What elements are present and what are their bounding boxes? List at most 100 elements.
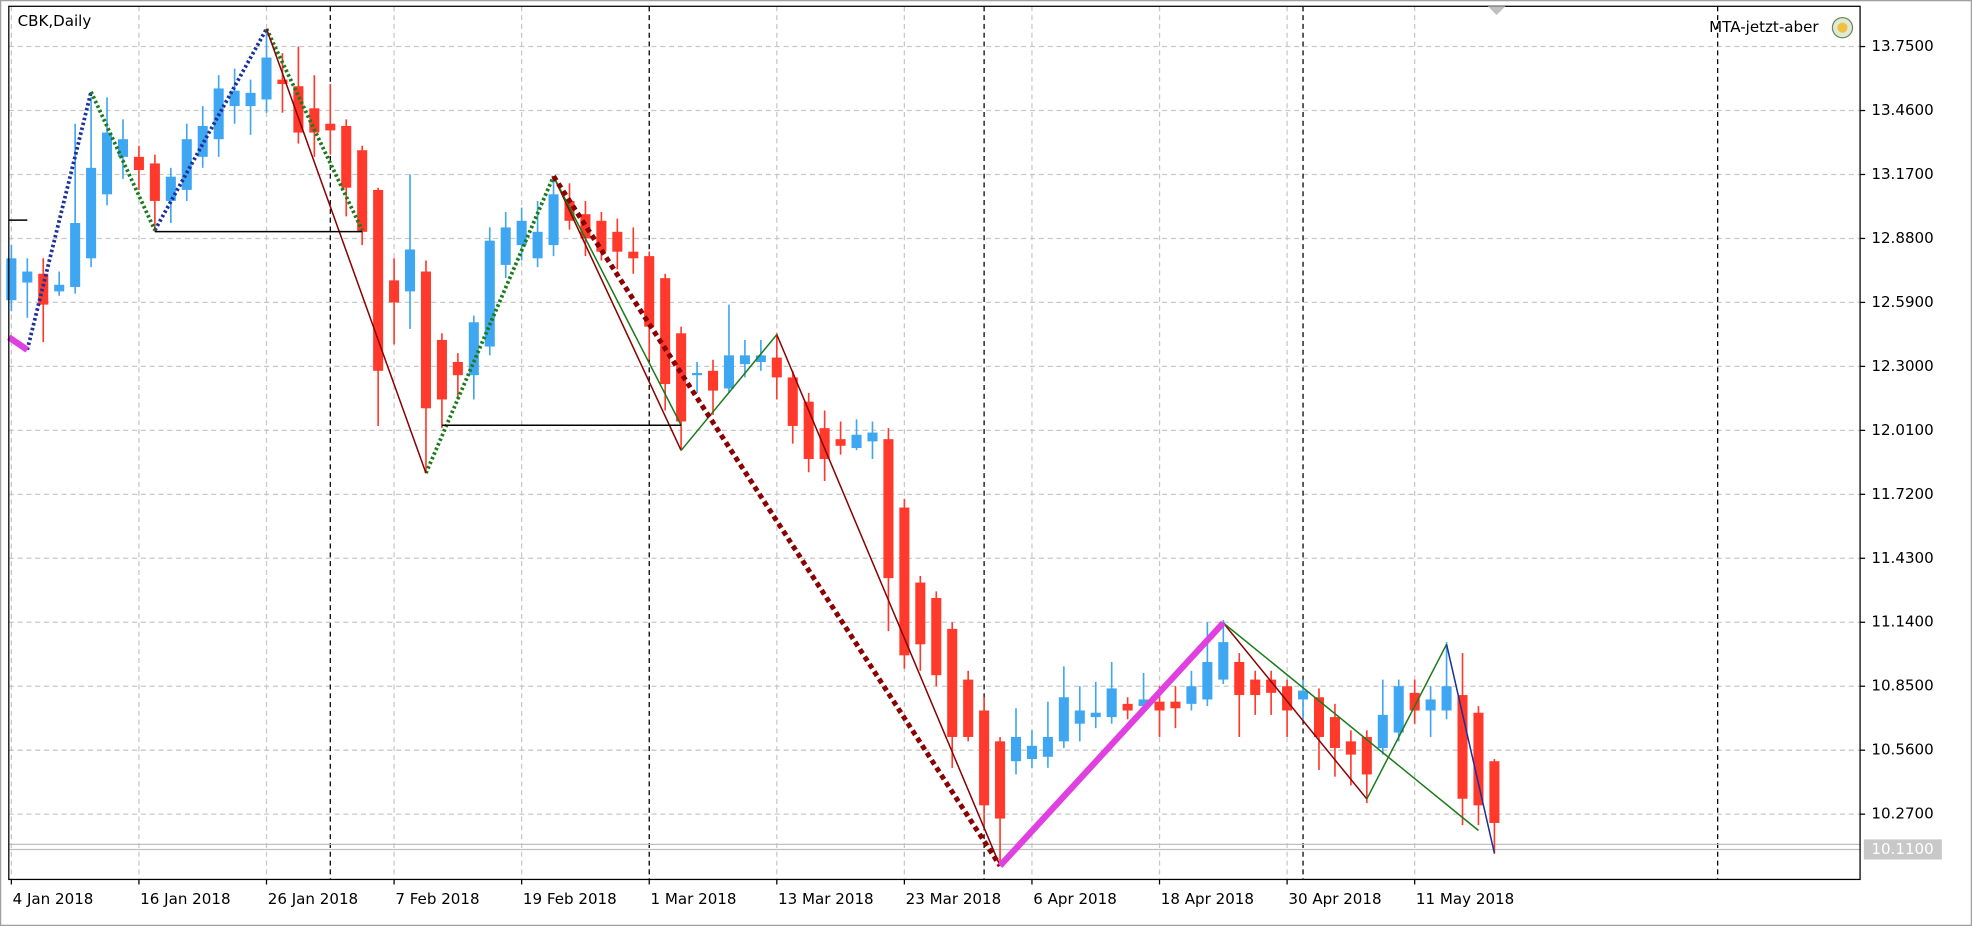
candle-body: [6, 258, 17, 301]
price-label-box: [1863, 839, 1942, 860]
candle-body: [660, 278, 671, 385]
candle-body: [404, 249, 416, 292]
candle-body: [1298, 690, 1309, 700]
candle-body: [1234, 661, 1245, 696]
y-tick-label: 13.7500: [1871, 37, 1933, 55]
candle-body: [1409, 692, 1420, 711]
candle-body: [484, 240, 495, 347]
candle-body: [54, 284, 65, 292]
candle-body: [1218, 642, 1229, 680]
y-tick-label: 11.4300: [1871, 549, 1933, 567]
candle-body: [117, 139, 129, 157]
candle-body: [1010, 736, 1022, 762]
marks: [6, 27, 1500, 868]
candle-body: [548, 194, 559, 246]
candle-body: [915, 582, 926, 645]
x-tick-label: 1 Mar 2018: [650, 890, 736, 908]
candle-body: [1058, 697, 1069, 742]
candle-body: [819, 428, 830, 460]
candle-body: [883, 439, 894, 579]
y-tick-label: 11.1400: [1871, 613, 1933, 631]
candle-body: [181, 139, 192, 190]
overlay-line: [7, 334, 30, 353]
candle-body: [612, 231, 623, 252]
y-tick-label: 10.8500: [1871, 677, 1933, 695]
overlay-line: [1445, 644, 1496, 854]
candle-body: [133, 156, 144, 171]
y-tick-label: 10.5600: [1871, 741, 1933, 759]
candle-body: [229, 90, 240, 107]
candle-body: [1313, 697, 1325, 737]
candle-body: [803, 401, 814, 460]
candle-body: [1329, 717, 1340, 748]
candle-body: [739, 355, 750, 365]
overlay-line: [680, 334, 778, 451]
candle-body: [867, 432, 878, 442]
y-tick-label: 10.2700: [1871, 805, 1933, 823]
candle-body: [851, 434, 862, 448]
candle-body: [596, 220, 607, 252]
candle-body: [261, 57, 272, 100]
price-label: 10.1100: [1871, 840, 1933, 858]
candle-body: [165, 176, 176, 201]
candle-body: [963, 679, 974, 737]
candle-body: [755, 355, 766, 362]
candle-body: [979, 710, 990, 806]
candle-body: [309, 108, 320, 133]
candle-body: [452, 361, 463, 376]
x-tick-label: 4 Jan 2018: [13, 890, 94, 908]
candle-body: [1266, 679, 1277, 693]
overlay-line: [551, 174, 1003, 868]
overlay-line: [1222, 622, 1479, 832]
candle-body: [277, 79, 288, 85]
candle-body: [1457, 695, 1468, 799]
candle-body: [628, 251, 639, 259]
y-tick-label: 12.8800: [1871, 229, 1933, 247]
candle-body: [707, 370, 719, 391]
candle-body: [580, 214, 591, 239]
candle-body: [692, 373, 703, 376]
candle-body: [947, 628, 958, 737]
overlay-line: [776, 334, 1001, 867]
x-tick-label: 19 Feb 2018: [523, 890, 617, 908]
candle-body: [532, 231, 543, 259]
candle-body: [500, 227, 511, 265]
x-tick-label: 18 Apr 2018: [1161, 890, 1254, 908]
overlay-line: [264, 28, 364, 232]
x-tick-label: 13 Mar 2018: [778, 890, 874, 908]
candle-body: [723, 355, 734, 389]
candle-body: [341, 125, 352, 188]
y-tick-label: 11.7200: [1871, 485, 1933, 503]
y-tick-label: 12.3000: [1871, 357, 1933, 375]
plot-frame: [8, 5, 1861, 881]
x-tick-label: 16 Jan 2018: [140, 890, 230, 908]
overlay-line: [997, 620, 1226, 868]
candle-body: [1473, 712, 1484, 806]
overlay-line: [1222, 622, 1368, 800]
candle-body: [995, 741, 1006, 819]
candle-body: [86, 167, 97, 259]
x-tick-label: 30 Apr 2018: [1288, 890, 1381, 908]
candle-body: [389, 280, 400, 303]
candle-body: [325, 123, 336, 131]
candle-body: [1425, 699, 1436, 711]
y-tick-label: 12.0100: [1871, 421, 1933, 439]
candle-body: [1138, 699, 1149, 707]
candle-body: [1202, 661, 1213, 700]
candle-body: [1282, 686, 1293, 711]
candle-body: [293, 86, 304, 133]
indicator-icon: [1831, 16, 1854, 39]
overlay-line: [89, 90, 157, 232]
candle-body: [1074, 710, 1085, 724]
candle-body: [516, 220, 527, 246]
candle-body: [102, 132, 113, 195]
x-tick-label: 26 Jan 2018: [268, 890, 358, 908]
candle-body: [931, 597, 942, 676]
candle-body: [468, 322, 479, 376]
candle-body: [1186, 686, 1197, 704]
candle-body: [373, 189, 384, 371]
overlay-line: [25, 91, 93, 351]
candle-body: [149, 163, 160, 201]
y-tick-label: 13.1700: [1871, 165, 1933, 183]
